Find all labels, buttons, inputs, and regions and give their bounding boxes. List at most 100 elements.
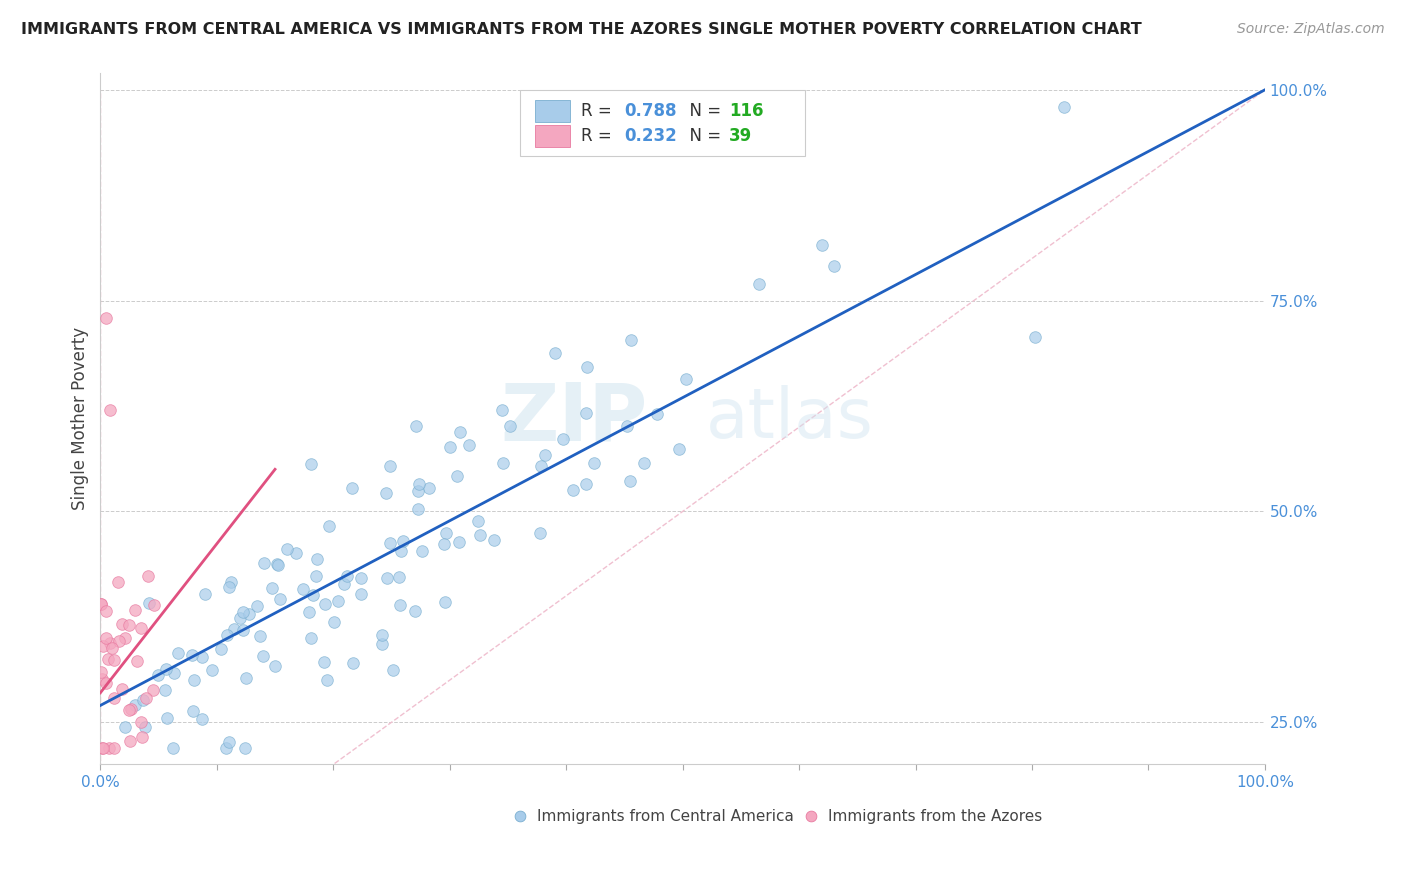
- Point: [406, 502, 429, 516]
- Point: [326, 594, 349, 608]
- Point: [405, 418, 427, 433]
- Point: [553, 432, 575, 446]
- Text: N =: N =: [679, 103, 727, 120]
- Point: [191, 650, 214, 665]
- Point: [127, 654, 149, 668]
- Point: [209, 641, 232, 656]
- Point: [91, 740, 114, 755]
- Point: [266, 557, 288, 571]
- Point: [124, 698, 146, 712]
- Point: [194, 586, 217, 600]
- Point: [142, 598, 165, 612]
- Text: Immigrants from Central America: Immigrants from Central America: [537, 809, 794, 824]
- Point: [111, 617, 134, 632]
- Point: [633, 456, 655, 470]
- Point: [342, 657, 364, 671]
- Point: [101, 641, 124, 656]
- Point: [142, 682, 165, 697]
- Point: [90, 597, 112, 611]
- Point: [333, 577, 356, 591]
- Point: [408, 476, 430, 491]
- Point: [574, 406, 596, 420]
- Point: [748, 277, 770, 291]
- Text: Immigrants from the Azores: Immigrants from the Azores: [828, 809, 1042, 824]
- Text: atlas: atlas: [706, 385, 873, 452]
- Point: [253, 556, 276, 570]
- Point: [124, 603, 146, 617]
- Point: [120, 733, 142, 747]
- Point: [93, 639, 115, 653]
- Point: [468, 528, 491, 542]
- Text: R =: R =: [581, 127, 617, 145]
- Point: [349, 587, 371, 601]
- Point: [215, 628, 238, 642]
- Point: [370, 637, 392, 651]
- Point: [249, 629, 271, 643]
- Point: [449, 535, 471, 549]
- Text: 116: 116: [730, 103, 763, 120]
- Point: [823, 259, 845, 273]
- Point: [392, 534, 415, 549]
- Point: [260, 581, 283, 595]
- Point: [129, 714, 152, 729]
- Point: [162, 740, 184, 755]
- Point: [668, 442, 690, 456]
- Point: [411, 544, 433, 558]
- Point: [153, 683, 176, 698]
- Point: [96, 310, 118, 325]
- Point: [114, 632, 136, 646]
- Text: ZIP: ZIP: [501, 380, 648, 458]
- Point: [96, 676, 118, 690]
- Point: [298, 605, 321, 619]
- Point: [544, 346, 567, 360]
- Point: [218, 735, 240, 749]
- Point: [111, 681, 134, 696]
- Point: [314, 597, 336, 611]
- Point: [375, 485, 398, 500]
- Bar: [534, 125, 569, 147]
- Point: [492, 456, 515, 470]
- Point: [449, 425, 471, 440]
- Point: [619, 475, 641, 489]
- Point: [404, 604, 426, 618]
- Point: [575, 477, 598, 491]
- Point: [98, 403, 121, 417]
- Point: [90, 673, 112, 687]
- Point: [120, 701, 142, 715]
- Point: [90, 740, 112, 755]
- Text: 39: 39: [730, 127, 752, 145]
- Text: Source: ZipAtlas.com: Source: ZipAtlas.com: [1237, 22, 1385, 37]
- Bar: [534, 100, 569, 122]
- Point: [98, 636, 121, 650]
- Point: [299, 457, 322, 471]
- Text: R =: R =: [581, 103, 617, 120]
- Point: [370, 628, 392, 642]
- Point: [388, 570, 411, 584]
- Point: [238, 607, 260, 621]
- Point: [90, 597, 112, 611]
- Point: [340, 481, 363, 495]
- Point: [314, 655, 336, 669]
- Text: IMMIGRANTS FROM CENTRAL AMERICA VS IMMIGRANTS FROM THE AZORES SINGLE MOTHER POVE: IMMIGRANTS FROM CENTRAL AMERICA VS IMMIG…: [21, 22, 1142, 37]
- Text: 0.788: 0.788: [624, 103, 676, 120]
- Point: [575, 359, 598, 374]
- Point: [232, 624, 254, 638]
- Y-axis label: Single Mother Poverty: Single Mother Poverty: [72, 327, 89, 510]
- Point: [135, 691, 157, 706]
- Point: [616, 418, 638, 433]
- Point: [221, 575, 243, 590]
- Point: [181, 704, 204, 718]
- Point: [156, 711, 179, 725]
- Point: [118, 703, 141, 717]
- Point: [530, 458, 553, 473]
- Point: [406, 483, 429, 498]
- Point: [96, 604, 118, 618]
- Point: [108, 633, 131, 648]
- Point: [388, 599, 411, 613]
- Point: [103, 690, 125, 705]
- Point: [467, 514, 489, 528]
- Point: [336, 569, 359, 583]
- Point: [418, 481, 440, 495]
- Point: [285, 546, 308, 560]
- Point: [491, 402, 513, 417]
